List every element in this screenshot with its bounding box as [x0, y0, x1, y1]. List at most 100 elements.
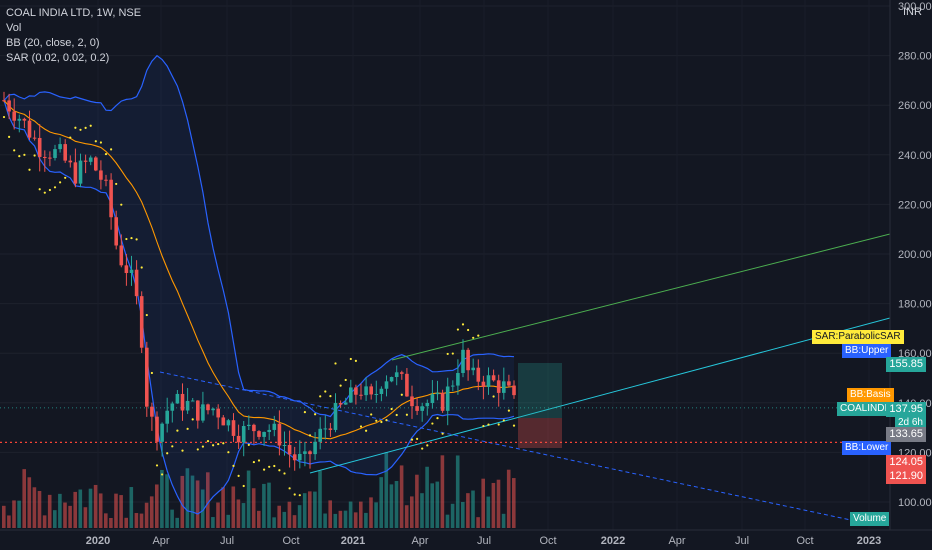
- candle-body: [313, 441, 317, 455]
- volume-bar: [384, 452, 389, 528]
- candle-body: [88, 157, 93, 162]
- candle-body: [22, 118, 27, 121]
- volume-bar: [338, 510, 343, 528]
- sar-dot: [171, 445, 174, 448]
- target-zone: [518, 363, 562, 418]
- candle-body: [435, 392, 440, 395]
- volume-bar: [389, 484, 394, 528]
- symbol-title[interactable]: COAL INDIA LTD, 1W, NSE: [6, 7, 142, 19]
- candle-body: [206, 404, 210, 411]
- volume-bar: [42, 515, 47, 528]
- candle-body: [425, 402, 430, 407]
- sar-dot: [176, 429, 179, 432]
- sar-dot: [456, 328, 459, 331]
- x-tick-label: Oct: [539, 535, 556, 547]
- indicator-sar[interactable]: SAR (0.02, 0.02, 0.2): [6, 52, 110, 64]
- sar-dot: [410, 438, 414, 441]
- volume-bar: [374, 502, 378, 528]
- volume-bar: [114, 493, 118, 528]
- indicator-vol[interactable]: Vol: [6, 22, 22, 34]
- volume-bar: [88, 488, 93, 528]
- sar-dot: [110, 148, 113, 151]
- volume-bar: [206, 472, 210, 528]
- volume-bar: [37, 490, 42, 528]
- candle-body: [32, 137, 37, 139]
- candle-body: [374, 393, 379, 395]
- indicator-bb[interactable]: BB (20, close, 2, 0): [6, 37, 100, 49]
- x-tick-label: Jul: [477, 535, 491, 547]
- bb-upper-label: BB:Upper: [842, 344, 892, 358]
- sar-dot: [84, 126, 87, 129]
- volume-bar: [445, 514, 450, 528]
- sar-dot: [257, 459, 261, 462]
- volume-bar: [104, 513, 108, 528]
- x-tick-label: Apr: [152, 535, 169, 547]
- upper-price-tag: 155.85: [886, 357, 926, 372]
- sar-dot: [365, 429, 368, 432]
- x-tick-label: Jul: [220, 535, 234, 547]
- x-tick-label: Apr: [411, 535, 428, 547]
- volume-bar: [410, 496, 414, 528]
- sar-dot: [196, 448, 199, 451]
- stop-zone: [518, 418, 562, 448]
- sar-dot: [349, 357, 352, 361]
- sar-dot: [436, 417, 439, 420]
- candle-body: [481, 381, 486, 387]
- candle-body: [364, 386, 368, 396]
- candle-body: [359, 394, 363, 396]
- sar-dot: [451, 352, 454, 355]
- volume-bars: [2, 452, 516, 528]
- candle-body: [440, 392, 445, 411]
- currency-label[interactable]: INR: [903, 6, 922, 18]
- candle-body: [389, 377, 394, 382]
- volume-bar: [455, 455, 460, 528]
- volume-bar: [430, 483, 434, 528]
- sar-dot: [375, 419, 378, 422]
- sar-dot: [64, 176, 67, 179]
- candle-body: [476, 367, 481, 382]
- candle-body: [236, 435, 241, 443]
- candle-body: [491, 375, 496, 381]
- sar-dot: [186, 427, 189, 430]
- volume-bar: [282, 511, 287, 528]
- volume-bar: [394, 481, 399, 528]
- sar-dot: [53, 186, 57, 189]
- sar-dot: [502, 419, 505, 422]
- candle-body: [124, 265, 129, 274]
- y-tick-label: 300.00: [898, 1, 932, 13]
- x-tick-label: Apr: [668, 535, 685, 547]
- sar-dot: [472, 336, 475, 339]
- volume-bar: [348, 501, 353, 528]
- candle-body: [405, 373, 409, 397]
- y-tick-label: 280.00: [898, 51, 932, 63]
- candle-body: [282, 444, 287, 446]
- candle-body: [277, 423, 282, 446]
- candle-body: [247, 424, 251, 427]
- countdown-tag: 2d 6h: [894, 415, 926, 430]
- volume-bar: [160, 469, 164, 528]
- y-tick-label: 220.00: [898, 199, 932, 211]
- volume-bar: [246, 470, 251, 528]
- candle-body: [119, 245, 124, 266]
- sar-dot: [99, 141, 102, 144]
- candle-body: [145, 347, 149, 407]
- sar-dot: [201, 445, 204, 448]
- sar-dot: [507, 409, 510, 412]
- candle-body: [63, 144, 67, 161]
- candle-body: [221, 417, 226, 426]
- candle-body: [231, 420, 236, 436]
- candle-body: [139, 296, 144, 348]
- candle-body: [58, 144, 62, 150]
- bb-basis-line: [3, 100, 515, 440]
- candle-body: [354, 387, 358, 395]
- volume-bar: [175, 517, 179, 528]
- candle-body: [303, 451, 307, 454]
- sar-dot: [273, 464, 276, 468]
- volume-bar: [379, 477, 383, 528]
- volume-bar: [404, 505, 409, 528]
- candle-body: [272, 423, 277, 430]
- sar-dot: [288, 487, 291, 490]
- candle-body: [471, 367, 475, 371]
- candle-body: [27, 120, 32, 138]
